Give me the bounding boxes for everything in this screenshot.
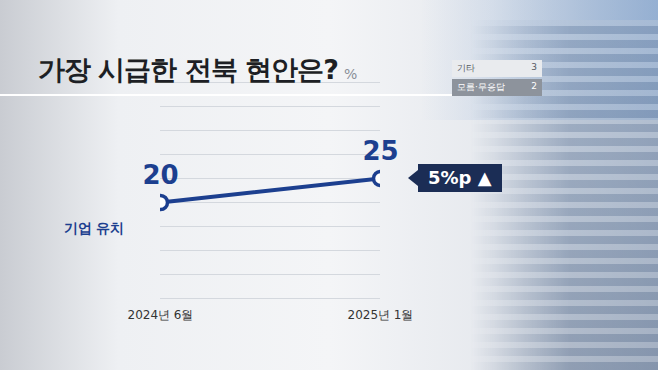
html-text:3: 3 (531, 62, 537, 72)
svg-text:25: 25 (362, 136, 398, 166)
svg-text:2024년 6월: 2024년 6월 (128, 308, 194, 322)
html-text:기타: 기타 (457, 63, 475, 73)
svg-text:2025년 1월: 2025년 1월 (348, 308, 414, 322)
html-text:가장 시급한 전북 현안은? %: 가장 시급한 전북 현안은? % (38, 54, 358, 85)
svg-text:기업 유치: 기업 유치 (64, 220, 125, 236)
html-text:2: 2 (531, 81, 537, 91)
html-text:5%p ▲: 5%p ▲ (428, 167, 492, 188)
html-text:모름·무응답: 모름·무응답 (457, 82, 505, 92)
svg-text:20: 20 (142, 160, 178, 190)
